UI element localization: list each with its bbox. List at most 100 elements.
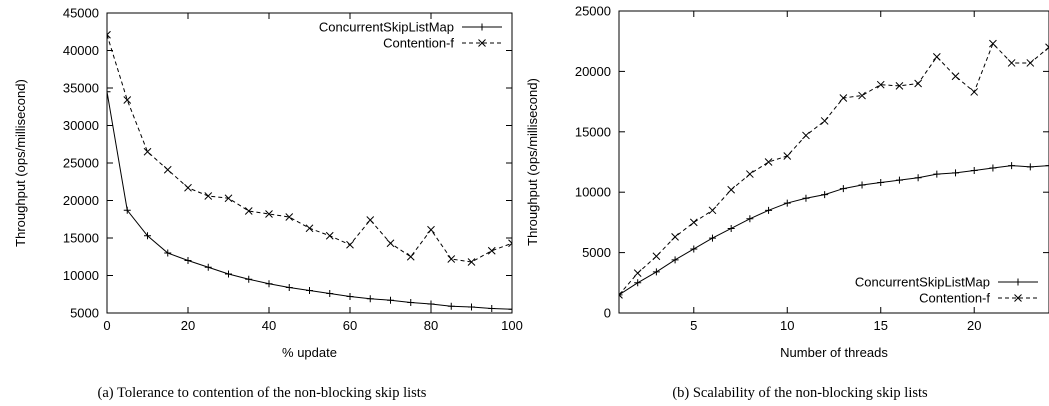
data-point bbox=[244, 207, 253, 215]
x-tick-label: 80 bbox=[424, 318, 438, 333]
data-point bbox=[143, 147, 152, 156]
series-line bbox=[107, 91, 512, 310]
y-tick-label: 0 bbox=[604, 306, 611, 321]
data-point bbox=[305, 224, 314, 233]
data-point bbox=[989, 164, 997, 172]
data-point bbox=[184, 257, 192, 264]
x-tick-label: 20 bbox=[181, 318, 195, 333]
data-point bbox=[671, 233, 679, 241]
data-point bbox=[839, 94, 848, 102]
data-point bbox=[488, 305, 496, 312]
data-point bbox=[468, 303, 475, 311]
data-point bbox=[163, 165, 172, 174]
data-point bbox=[225, 270, 232, 278]
x-tick-label: 10 bbox=[780, 318, 794, 333]
data-point bbox=[447, 255, 456, 263]
data-point bbox=[877, 179, 885, 187]
series-group bbox=[619, 39, 1049, 299]
data-point bbox=[406, 252, 415, 261]
data-point bbox=[366, 216, 375, 224]
data-point bbox=[346, 240, 354, 249]
data-point bbox=[839, 185, 847, 193]
data-point bbox=[727, 224, 735, 232]
data-point bbox=[765, 206, 773, 214]
data-point bbox=[1008, 162, 1016, 170]
y-tick-label: 15000 bbox=[575, 124, 611, 139]
data-point bbox=[107, 88, 111, 96]
legend-marker bbox=[478, 23, 486, 31]
data-point bbox=[652, 252, 661, 261]
data-point bbox=[802, 194, 810, 202]
data-point bbox=[727, 185, 736, 194]
data-point bbox=[285, 213, 294, 221]
data-point bbox=[467, 258, 476, 266]
data-point bbox=[204, 192, 213, 200]
x-axis-label: Number of threads bbox=[780, 345, 888, 360]
x-tick-label: 20 bbox=[967, 318, 981, 333]
data-point bbox=[164, 249, 172, 257]
data-point bbox=[326, 290, 334, 297]
data-point bbox=[746, 215, 754, 223]
data-point bbox=[346, 293, 354, 300]
x-tick-label: 0 bbox=[103, 318, 110, 333]
x-tick-label: 40 bbox=[262, 318, 276, 333]
data-point bbox=[952, 169, 960, 177]
y-axis-label: Throughput (ops/millisecond) bbox=[525, 78, 540, 246]
legend-marker bbox=[478, 39, 486, 47]
data-point bbox=[508, 305, 512, 313]
data-point bbox=[914, 79, 922, 88]
data-point bbox=[783, 199, 791, 207]
data-point bbox=[708, 234, 716, 242]
data-point bbox=[619, 291, 623, 299]
x-tick-label: 100 bbox=[501, 318, 523, 333]
data-point bbox=[914, 174, 922, 182]
data-point bbox=[386, 239, 395, 248]
data-point bbox=[933, 170, 941, 178]
data-point bbox=[224, 194, 233, 203]
data-point bbox=[245, 275, 253, 283]
data-point bbox=[708, 206, 717, 215]
y-tick-label: 20000 bbox=[575, 64, 611, 79]
data-point bbox=[107, 30, 111, 39]
legend-label: Contention-f bbox=[383, 36, 454, 51]
data-point bbox=[951, 72, 960, 81]
data-point bbox=[285, 284, 293, 291]
figure-caption: (b) Scalability of the non-blocking skip… bbox=[672, 385, 928, 401]
data-point bbox=[820, 117, 829, 125]
legend-label: ConcurrentSkipListMap bbox=[319, 20, 454, 35]
data-point bbox=[634, 279, 642, 287]
data-point bbox=[652, 268, 660, 276]
data-point bbox=[487, 246, 496, 255]
data-point bbox=[184, 183, 192, 192]
x-tick-label: 5 bbox=[690, 318, 697, 333]
data-point bbox=[1026, 59, 1035, 67]
y-tick-label: 10000 bbox=[575, 185, 611, 200]
data-point bbox=[783, 152, 792, 160]
legend-marker bbox=[1014, 278, 1022, 286]
data-point bbox=[671, 256, 679, 264]
plot-frame bbox=[618, 10, 1049, 314]
y-tick-label: 45000 bbox=[63, 6, 99, 21]
y-tick-label: 35000 bbox=[63, 81, 99, 96]
data-point bbox=[690, 245, 698, 253]
data-point bbox=[970, 88, 979, 96]
y-tick-label: 20000 bbox=[63, 193, 99, 208]
data-point bbox=[970, 166, 978, 174]
y-tick-label: 25000 bbox=[575, 4, 611, 19]
data-point bbox=[366, 295, 374, 303]
data-point bbox=[802, 131, 810, 140]
y-tick-label: 25000 bbox=[63, 156, 99, 171]
legend-label: Contention-f bbox=[919, 291, 990, 306]
data-point bbox=[265, 210, 273, 218]
data-point bbox=[144, 232, 151, 240]
figure-caption: (a) Tolerance to contention of the non-b… bbox=[98, 385, 427, 401]
chart-b: 0 5000 10000 15000 20000 25000 5 10 15 20 Number o… bbox=[525, 4, 1049, 401]
data-point bbox=[689, 218, 698, 227]
data-point bbox=[633, 269, 642, 277]
y-tick-label: 10000 bbox=[63, 268, 99, 283]
data-point bbox=[932, 53, 941, 61]
y-axis-label: Throughput (ops/millisecond) bbox=[13, 79, 28, 247]
legend-label: ConcurrentSkipListMap bbox=[855, 275, 990, 290]
data-point bbox=[821, 191, 829, 199]
data-point bbox=[1045, 43, 1049, 52]
